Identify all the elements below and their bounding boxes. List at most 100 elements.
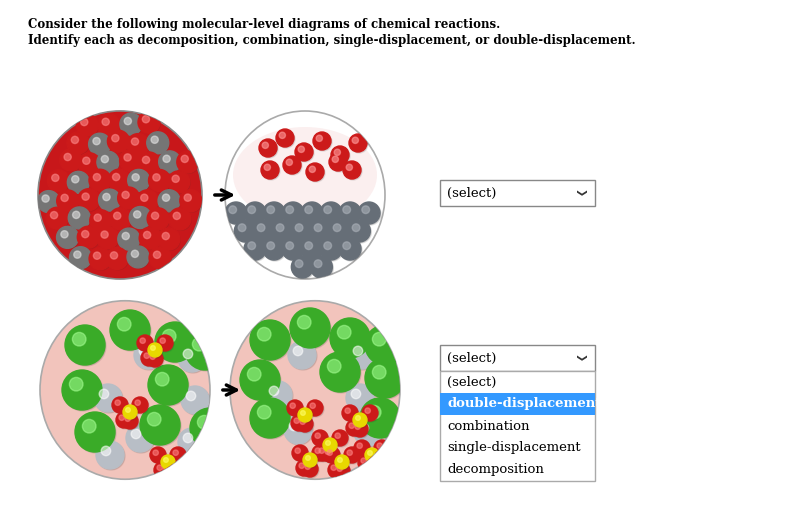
Circle shape	[79, 228, 99, 248]
Circle shape	[131, 429, 141, 439]
Circle shape	[333, 224, 341, 232]
Circle shape	[112, 173, 120, 181]
Circle shape	[319, 448, 324, 453]
Circle shape	[364, 456, 380, 472]
Circle shape	[320, 352, 360, 392]
Circle shape	[315, 448, 320, 453]
Circle shape	[366, 326, 406, 366]
Circle shape	[320, 238, 342, 260]
Circle shape	[160, 230, 180, 250]
Circle shape	[298, 146, 304, 152]
Circle shape	[363, 406, 379, 422]
Circle shape	[148, 343, 162, 357]
Circle shape	[156, 323, 196, 363]
Circle shape	[346, 384, 374, 412]
Circle shape	[148, 352, 164, 368]
Circle shape	[263, 202, 285, 224]
Circle shape	[168, 171, 190, 193]
Circle shape	[353, 422, 369, 438]
Circle shape	[352, 137, 359, 144]
Circle shape	[107, 130, 130, 152]
Circle shape	[186, 331, 226, 371]
Circle shape	[359, 423, 369, 433]
Circle shape	[284, 157, 302, 175]
Circle shape	[293, 257, 314, 279]
Circle shape	[139, 346, 149, 356]
Circle shape	[158, 190, 180, 212]
Circle shape	[226, 203, 248, 225]
Circle shape	[103, 193, 110, 201]
Circle shape	[111, 210, 131, 230]
Circle shape	[94, 214, 101, 221]
Circle shape	[153, 174, 160, 181]
Circle shape	[89, 248, 111, 270]
Circle shape	[140, 405, 180, 445]
Circle shape	[304, 454, 318, 468]
Circle shape	[326, 441, 331, 445]
Circle shape	[48, 209, 68, 230]
Circle shape	[348, 220, 370, 242]
Circle shape	[142, 156, 149, 163]
FancyBboxPatch shape	[440, 393, 595, 415]
Circle shape	[323, 447, 339, 463]
Text: combination: combination	[447, 420, 529, 432]
Circle shape	[258, 328, 271, 341]
Circle shape	[162, 233, 169, 239]
Circle shape	[161, 464, 177, 480]
Circle shape	[355, 416, 360, 420]
Circle shape	[245, 239, 267, 261]
FancyBboxPatch shape	[440, 371, 595, 481]
Circle shape	[343, 242, 351, 249]
Circle shape	[181, 386, 209, 414]
Circle shape	[183, 349, 192, 359]
Circle shape	[324, 206, 332, 214]
Circle shape	[180, 190, 202, 212]
Circle shape	[265, 382, 293, 410]
Circle shape	[372, 332, 386, 346]
Ellipse shape	[233, 127, 377, 223]
Circle shape	[288, 341, 316, 369]
Circle shape	[367, 459, 372, 464]
Circle shape	[305, 464, 310, 470]
Circle shape	[72, 211, 80, 219]
Circle shape	[68, 134, 89, 154]
Circle shape	[295, 143, 313, 161]
Circle shape	[49, 172, 70, 192]
FancyBboxPatch shape	[440, 180, 595, 206]
Circle shape	[306, 163, 324, 181]
Circle shape	[144, 353, 149, 358]
Circle shape	[117, 413, 133, 429]
Circle shape	[150, 346, 155, 351]
Circle shape	[150, 171, 171, 192]
Circle shape	[290, 403, 296, 408]
Circle shape	[153, 251, 161, 258]
Circle shape	[298, 408, 312, 422]
Circle shape	[158, 228, 180, 250]
Circle shape	[347, 450, 352, 455]
Circle shape	[61, 194, 68, 202]
Circle shape	[89, 169, 111, 191]
Circle shape	[40, 192, 60, 213]
Circle shape	[131, 250, 138, 257]
Circle shape	[93, 137, 100, 145]
Circle shape	[139, 227, 161, 249]
Circle shape	[138, 111, 160, 133]
Circle shape	[79, 153, 100, 175]
Circle shape	[155, 463, 171, 479]
Circle shape	[65, 325, 105, 365]
Circle shape	[338, 457, 343, 462]
Circle shape	[119, 189, 140, 209]
Circle shape	[283, 239, 305, 261]
Ellipse shape	[38, 111, 202, 279]
Circle shape	[238, 224, 246, 232]
Circle shape	[138, 336, 154, 352]
Circle shape	[138, 152, 160, 174]
Circle shape	[173, 212, 180, 220]
Circle shape	[149, 134, 169, 154]
Text: (select): (select)	[447, 352, 496, 365]
Circle shape	[339, 202, 361, 224]
Circle shape	[289, 421, 299, 431]
Circle shape	[342, 405, 358, 421]
Circle shape	[125, 416, 130, 421]
Circle shape	[181, 155, 188, 162]
